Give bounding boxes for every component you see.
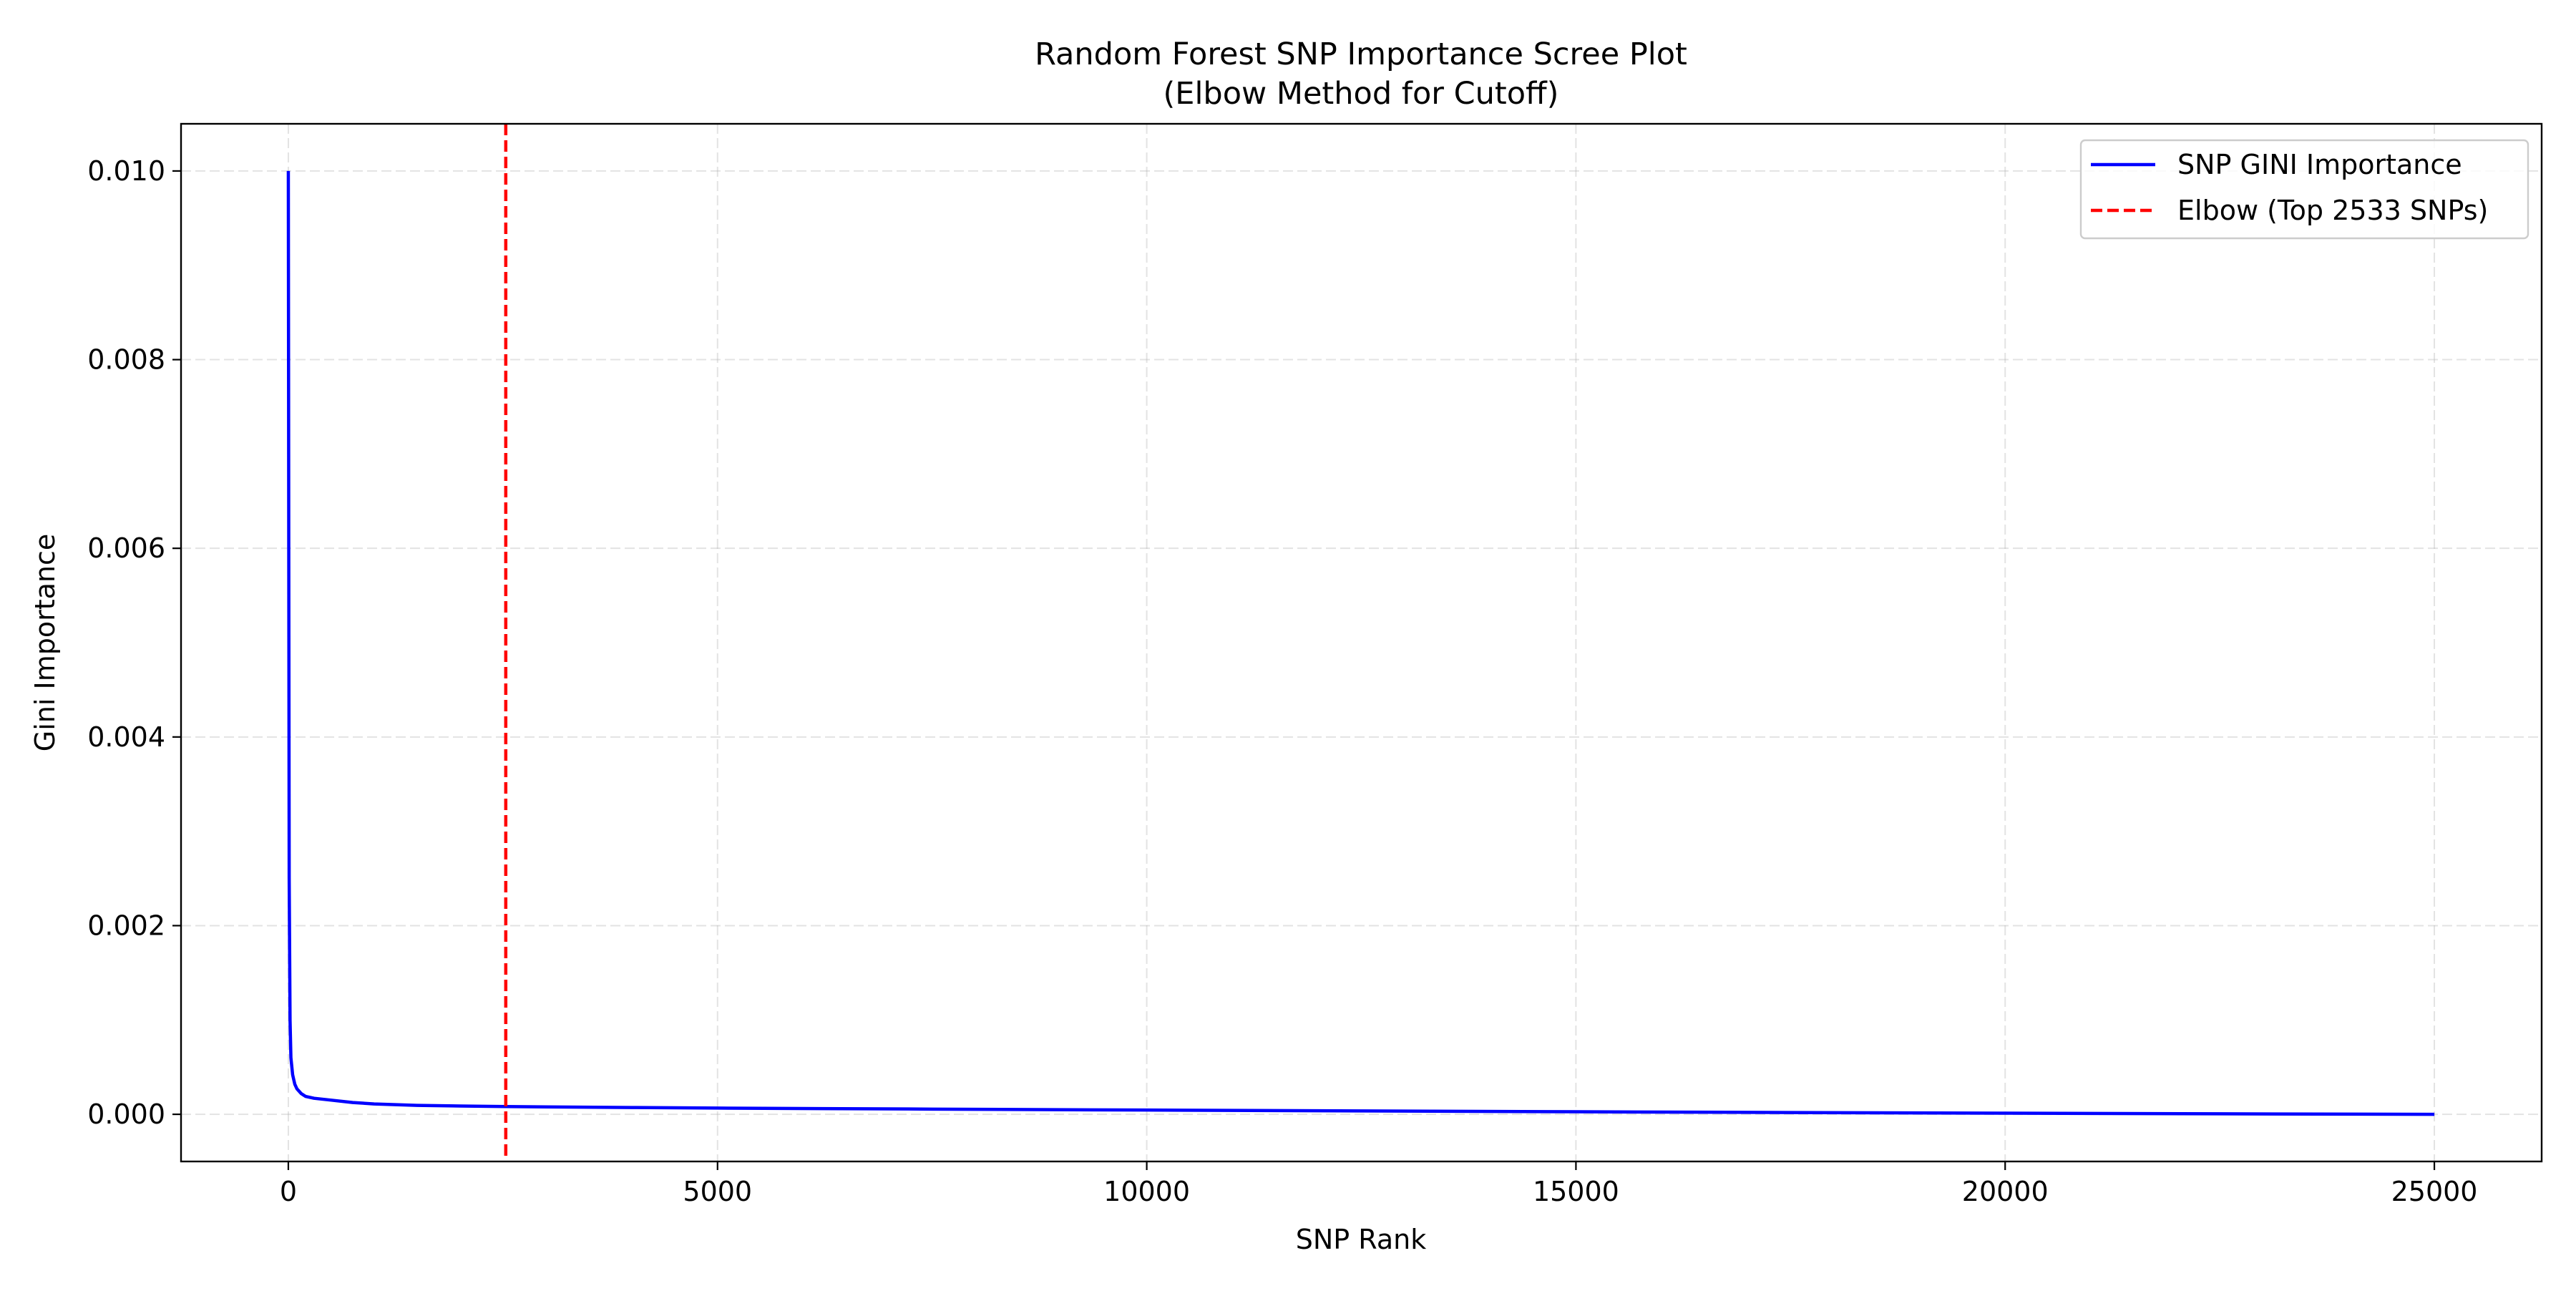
- importance-series-line: [286, 170, 2435, 1116]
- plot-data: [286, 124, 2435, 1161]
- chart-title: Random Forest SNP Importance Scree Plot: [1035, 36, 1687, 72]
- y-tick-label: 0.004: [87, 721, 165, 753]
- legend-label-importance: SNP GINI Importance: [2177, 149, 2462, 180]
- legend-box: [2079, 139, 2529, 240]
- x-tick-label: 0: [280, 1176, 297, 1207]
- x-axis-label: SNP Rank: [1296, 1224, 1427, 1255]
- y-tick-label: 0.002: [87, 910, 165, 941]
- y-axis-ticks: 0.000 0.002 0.004 0.006 0.008 0.010: [87, 155, 181, 1130]
- x-tick-label: 15000: [1533, 1176, 1619, 1207]
- x-tick-label: 5000: [683, 1176, 752, 1207]
- y-tick-label: 0.010: [87, 155, 165, 187]
- x-axis-ticks: 0 5000 10000 15000 20000 25000: [280, 1161, 2478, 1207]
- legend: SNP GINI Importance Elbow (Top 2533 SNPs…: [2079, 139, 2529, 240]
- y-tick-label: 0.000: [87, 1098, 165, 1130]
- x-tick-label: 25000: [2391, 1176, 2478, 1207]
- axes-frame: [180, 122, 2543, 1163]
- chart-subtitle: (Elbow Method for Cutoff): [1163, 76, 1559, 112]
- x-tick-label: 20000: [1962, 1176, 2049, 1207]
- y-tick-label: 0.008: [87, 344, 165, 376]
- legend-label-elbow: Elbow (Top 2533 SNPs): [2177, 195, 2488, 226]
- y-tick-label: 0.006: [87, 532, 165, 564]
- y-axis-label: Gini Importance: [29, 534, 61, 751]
- x-tick-label: 10000: [1103, 1176, 1190, 1207]
